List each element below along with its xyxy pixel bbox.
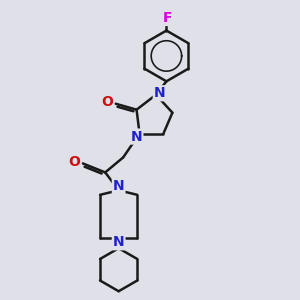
Text: N: N [113,179,124,193]
Text: F: F [163,11,173,25]
Text: N: N [113,235,124,249]
Text: O: O [101,95,113,109]
Text: O: O [68,155,80,169]
Text: N: N [131,130,142,144]
Text: N: N [154,86,165,100]
